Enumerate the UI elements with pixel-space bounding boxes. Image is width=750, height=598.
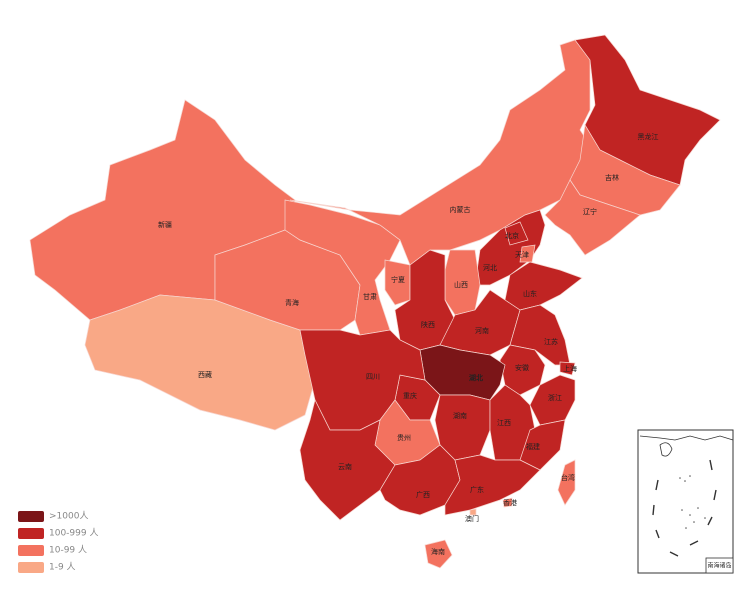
province-label: 海南 [431, 547, 445, 556]
legend-swatch [18, 562, 44, 573]
province [444, 454, 541, 516]
province [502, 497, 513, 508]
province-label: 新疆 [158, 220, 172, 229]
province-label: 内蒙古 [450, 205, 471, 214]
province-label: 天津 [515, 251, 529, 259]
province [557, 459, 576, 506]
province-label: 辽宁 [583, 207, 597, 216]
province-label: 香港 [503, 498, 517, 507]
legend-label: 1-9 人 [49, 562, 76, 573]
province-label: 河北 [483, 264, 497, 272]
province-label: 西藏 [198, 370, 212, 379]
province [559, 361, 576, 376]
province-label: 云南 [338, 462, 352, 471]
province-label: 宁夏 [391, 275, 405, 284]
nine-dash-line [652, 459, 717, 557]
province-label: 江苏 [544, 337, 558, 346]
province [299, 398, 396, 521]
inset-frame [637, 429, 734, 574]
province-label: 黑龙江 [638, 132, 659, 141]
regions [29, 34, 721, 569]
legend-label: >1000人 [49, 511, 88, 522]
province [469, 508, 477, 516]
legend: >1000人 100-999 人 10-99 人 1-9 人 [18, 511, 98, 573]
province [574, 34, 721, 186]
province [424, 539, 453, 569]
province [569, 123, 681, 216]
province-label: 福建 [526, 442, 540, 451]
province-label: 江西 [497, 419, 511, 427]
province-label: 北京 [505, 231, 519, 240]
province [504, 221, 529, 246]
province-label: 河南 [475, 326, 489, 335]
province-label: 重庆 [403, 391, 417, 400]
province-label: 贵州 [397, 433, 411, 442]
south-china-sea-inset: 南海诸岛 [637, 429, 734, 574]
legend-label: 10-99 人 [49, 545, 87, 556]
province-label: 广东 [470, 485, 484, 494]
province-label: 陕西 [421, 320, 435, 329]
province-label: 湖北 [469, 373, 483, 382]
province [284, 199, 401, 336]
province-label: 山东 [523, 289, 537, 298]
province-label: 台湾 [561, 473, 575, 482]
province-label: 山西 [454, 280, 468, 289]
province-label: 广西 [416, 490, 430, 499]
legend-swatch [18, 528, 44, 539]
province-label: 安徽 [515, 363, 529, 372]
province [529, 374, 576, 426]
inset-label-box [705, 557, 734, 574]
legend-label: 100-999 人 [49, 528, 98, 539]
province [384, 259, 411, 306]
province [544, 179, 641, 256]
province-label: 澳门 [465, 514, 479, 523]
province [84, 294, 316, 431]
province-label: 青海 [285, 298, 299, 307]
province-label: 上海 [563, 364, 577, 373]
legend-swatch [18, 545, 44, 556]
province-label: 吉林 [605, 173, 619, 182]
province [519, 244, 536, 263]
province-label: 四川 [366, 373, 380, 381]
province-label: 甘肃 [363, 292, 377, 301]
province-label: 湖南 [453, 411, 467, 420]
inset-label: 南海诸岛 [707, 562, 731, 570]
province-label: 浙江 [548, 393, 562, 402]
islands [679, 475, 706, 529]
legend-swatch [18, 511, 44, 522]
inset-coast [639, 435, 734, 457]
